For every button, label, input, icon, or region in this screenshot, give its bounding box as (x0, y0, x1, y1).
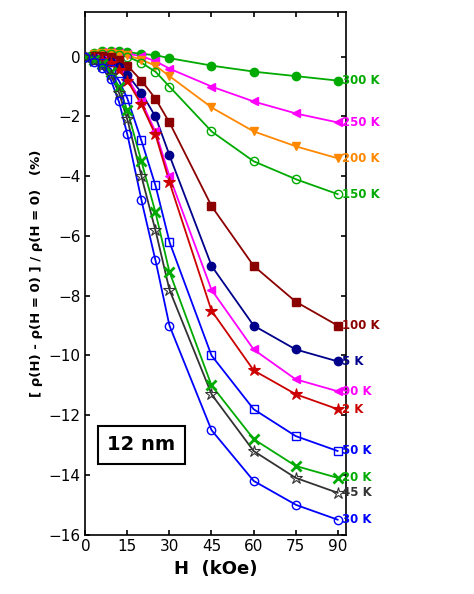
Text: 200 K: 200 K (342, 151, 380, 165)
Text: 12 nm: 12 nm (107, 435, 175, 454)
X-axis label: H  (kOe): H (kOe) (174, 560, 257, 578)
Text: 250 K: 250 K (342, 116, 380, 129)
Text: 20 K: 20 K (342, 472, 371, 484)
Y-axis label: [ ρ(H) - ρ(H = 0) ] / ρ(H = 0)   (%): [ ρ(H) - ρ(H = 0) ] / ρ(H = 0) (%) (30, 150, 43, 397)
Text: 45 K: 45 K (342, 486, 372, 500)
Text: 300 K: 300 K (342, 74, 380, 87)
Text: 90 K: 90 K (342, 385, 372, 398)
Text: 5 K: 5 K (342, 355, 363, 368)
Text: 100 K: 100 K (342, 319, 380, 332)
Text: 2 K: 2 K (342, 403, 363, 416)
Text: 30 K: 30 K (342, 513, 371, 526)
Text: 150 K: 150 K (342, 188, 380, 201)
Text: 50 K: 50 K (342, 444, 372, 457)
